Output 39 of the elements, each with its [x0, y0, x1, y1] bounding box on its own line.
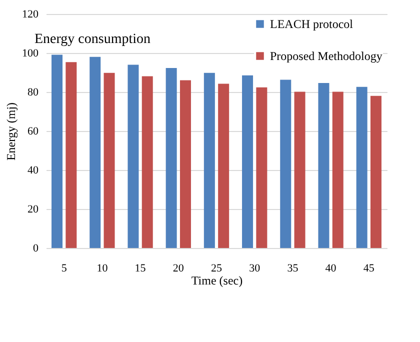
bar	[332, 92, 344, 248]
bar	[104, 72, 115, 248]
bar	[242, 75, 254, 248]
y-tick-label: 60	[28, 126, 39, 138]
bar	[280, 80, 292, 248]
bar	[52, 54, 63, 248]
bar	[218, 84, 230, 248]
bar	[180, 80, 191, 248]
bar	[356, 86, 368, 248]
bar	[370, 96, 382, 248]
text: Energy consumption	[34, 32, 151, 47]
bar	[256, 87, 268, 248]
x-tick-label: 40	[325, 262, 337, 274]
bar	[166, 68, 177, 248]
x-tick-label: 25	[211, 262, 222, 274]
y-tick-label: 20	[28, 204, 39, 216]
y-tick-label: 100	[22, 48, 39, 60]
x-axis-title: Time (sec)	[191, 274, 243, 288]
legend-label: Proposed Methodology	[270, 49, 382, 63]
x-tick-label: 30	[249, 262, 261, 274]
x-tick-label: 35	[287, 262, 299, 274]
y-axis-title: Energy (mj)	[4, 102, 18, 161]
bar	[318, 83, 330, 248]
x-tick-label: 10	[96, 262, 108, 274]
bar	[128, 64, 139, 248]
y-tick-label: 120	[22, 8, 39, 20]
x-tick-label: 45	[363, 262, 375, 274]
y-tick-label: 80	[28, 86, 39, 98]
bar	[294, 92, 306, 248]
x-tick-label: 20	[172, 262, 184, 274]
bar	[204, 72, 215, 248]
x-tick-label: 15	[134, 262, 146, 274]
bar	[90, 56, 101, 248]
bar	[142, 76, 153, 248]
legend-label: LEACH protocol	[270, 17, 354, 31]
bar	[66, 62, 77, 248]
x-tick-label: 5	[61, 262, 68, 274]
y-tick-label: 40	[28, 164, 39, 176]
y-tick-label: 0	[33, 242, 39, 254]
